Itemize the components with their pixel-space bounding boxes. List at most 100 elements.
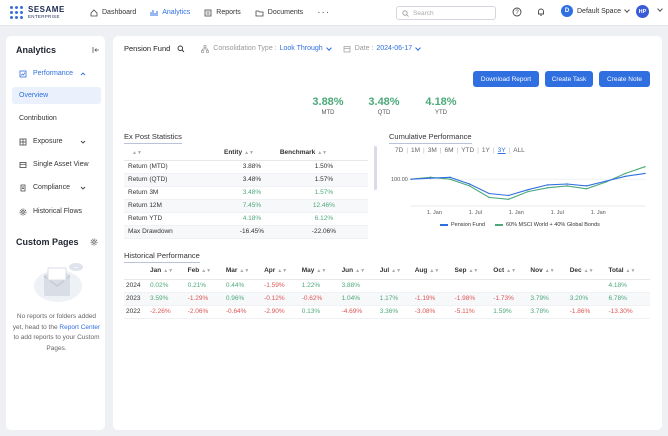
range-ytd[interactable]: YTD [461, 147, 475, 154]
x-tick-label: 1. Jan [591, 210, 606, 216]
empty-custom-pages-message: No reports or folders added yet, head to… [12, 312, 101, 354]
range-3y[interactable]: 3Y [497, 147, 506, 154]
create-note-button[interactable]: Create Note [599, 71, 650, 87]
column-header[interactable]: Jul ▲▼ [377, 263, 413, 280]
entity-header[interactable]: Entity ▲▼ [224, 146, 280, 161]
return-cell: -5.11% [452, 305, 492, 319]
range-6m[interactable]: 6M [444, 147, 454, 154]
collapse-sidebar-icon[interactable] [92, 46, 100, 54]
column-header[interactable]: Total ▲▼ [606, 263, 650, 280]
sort-icon[interactable]: ▲▼ [163, 268, 174, 275]
search-icon[interactable] [177, 45, 185, 53]
return-cell: 3.78% [528, 305, 568, 319]
download-report-button[interactable]: Download Report [473, 71, 539, 87]
series-line-benchmark [410, 166, 646, 200]
table-row: Return (MTD) 3.88% 1.50% [124, 160, 368, 174]
expost-scrollbar[interactable] [374, 146, 377, 190]
sort-icon[interactable]: ▲▼ [201, 268, 212, 275]
space-selector[interactable]: D Default Space [561, 5, 630, 17]
return-cell: 0.13% [299, 305, 340, 319]
sidebar-item-performance[interactable]: Performance [12, 65, 101, 82]
sidebar-item-historical-flows[interactable]: Historical Flows [12, 203, 101, 220]
return-cell [567, 279, 607, 293]
sort-icon[interactable]: ▲▼ [506, 268, 517, 275]
x-tick-label: 1. Jul [469, 210, 482, 216]
sort-icon[interactable]: ▲▼ [625, 268, 636, 275]
sort-icon[interactable]: ▲▼ [277, 268, 288, 275]
metric-header[interactable]: ▲▼ [124, 146, 224, 161]
column-header[interactable]: Nov ▲▼ [528, 263, 568, 280]
sort-icon[interactable]: ▲▼ [583, 268, 594, 275]
column-header[interactable]: Jan ▲▼ [148, 263, 186, 280]
svg-text:?: ? [515, 10, 519, 16]
sidebar-item-single-asset-view[interactable]: Single Asset View [12, 156, 101, 173]
range-separator: | [423, 147, 425, 154]
return-cell: 0.02% [148, 279, 186, 293]
year-cell: 2022 [124, 305, 148, 319]
return-cell: 1.22% [299, 279, 340, 293]
range-1m[interactable]: 1M [411, 147, 421, 154]
column-header[interactable]: Oct ▲▼ [491, 263, 529, 280]
table-row: 2023 3.59% -1.29% 0.96% -0.12% -0.62% 1.04% 1.1… [124, 292, 650, 306]
sort-icon[interactable]: ▲▼ [468, 268, 479, 275]
sort-icon[interactable]: ▲▼ [316, 268, 327, 275]
home-icon [90, 8, 98, 16]
nav-analytics[interactable]: Analytics [144, 0, 196, 26]
column-header[interactable]: Mar ▲▼ [223, 263, 263, 280]
sort-icon[interactable]: ▲▼ [544, 268, 555, 275]
search-input[interactable]: Search [396, 6, 496, 20]
gear-icon[interactable] [90, 238, 98, 246]
range-separator: | [492, 147, 495, 154]
help-icon[interactable]: ? [512, 7, 522, 17]
range-separator: | [406, 147, 409, 154]
sort-icon[interactable]: ▲▼ [391, 268, 402, 275]
return-cell [377, 279, 413, 293]
kpi-value: 3.88% [312, 96, 344, 108]
column-header[interactable]: Feb ▲▼ [185, 263, 224, 280]
more-menu-button[interactable]: ··· [317, 7, 331, 18]
metric-label: Return (QTD) [124, 173, 224, 187]
chevron-down-icon[interactable] [657, 6, 663, 12]
sort-icon[interactable]: ▲▼ [355, 268, 366, 275]
analytics-icon [150, 9, 158, 16]
table-row: Max Drawdown -16.45% -22.06% [124, 225, 368, 239]
bell-icon[interactable] [536, 7, 546, 17]
column-header[interactable]: May ▲▼ [299, 263, 340, 280]
benchmark-header[interactable]: Benchmark ▲▼ [279, 146, 368, 161]
range-3m[interactable]: 3M [427, 147, 437, 154]
sidebar-item-overview[interactable]: Overview [12, 87, 101, 104]
consolidation-type-selector[interactable]: Consolidation Type : Look Through [201, 44, 332, 53]
sort-icon[interactable]: ▲▼ [429, 268, 440, 275]
report-center-link[interactable]: Report Center [59, 323, 101, 331]
entity-value: 3.88% [224, 160, 280, 174]
nav-documents[interactable]: Documents [249, 0, 309, 26]
return-cell: -1.59% [262, 279, 300, 293]
column-header[interactable]: Dec ▲▼ [567, 263, 607, 280]
brand-logo[interactable]: SESAME ENTERPRISE [10, 5, 84, 20]
column-header[interactable]: Aug ▲▼ [412, 263, 453, 280]
column-header[interactable]: Sep ▲▼ [452, 263, 492, 280]
date-selector[interactable]: Date : 2024-06-17 [343, 44, 422, 53]
sidebar-item-compliance[interactable]: Compliance [12, 179, 101, 196]
data-point [429, 176, 432, 178]
sort-icon[interactable]: ▲▼ [239, 268, 250, 275]
sidebar-item-contribution[interactable]: Contribution [12, 110, 101, 127]
sidebar-item-exposure[interactable]: Exposure [12, 133, 101, 150]
column-header[interactable]: Apr ▲▼ [262, 263, 300, 280]
legend-benchmark[interactable]: 60% MSCI World + 40% Global Bonds [505, 222, 600, 228]
range-1y[interactable]: 1Y [481, 147, 490, 154]
user-avatar[interactable]: HP [636, 5, 649, 18]
range-all[interactable]: ALL [513, 147, 525, 154]
legend-fund[interactable]: Pension Fund [451, 222, 485, 228]
range-7d[interactable]: 7D [395, 147, 404, 154]
create-task-button[interactable]: Create Task [545, 71, 593, 87]
return-cell: -1.86% [567, 305, 607, 319]
year-cell: 2023 [124, 292, 148, 306]
column-header[interactable]: Jun ▲▼ [339, 263, 378, 280]
sidebar-item-label: Historical Flows [33, 208, 83, 215]
metric-label: Max Drawdown [124, 225, 224, 239]
portfolio-name[interactable]: Pension Fund [124, 44, 171, 53]
legend-swatch-fund [440, 224, 448, 226]
nav-dashboard[interactable]: Dashboard [84, 0, 142, 26]
nav-reports[interactable]: Reports [198, 0, 247, 26]
